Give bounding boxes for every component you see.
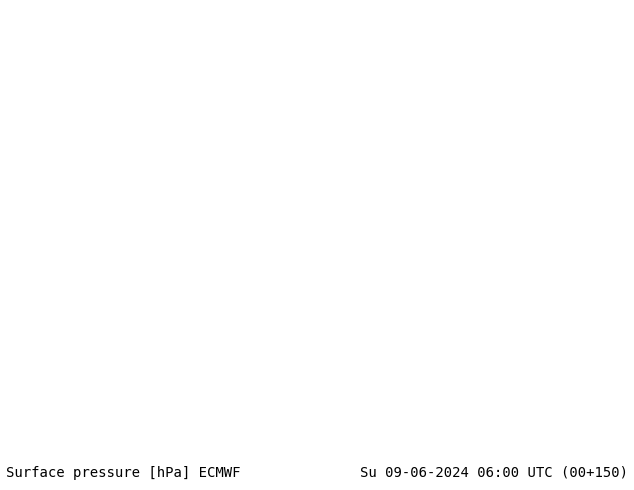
Text: Surface pressure [hPa] ECMWF: Surface pressure [hPa] ECMWF — [6, 466, 241, 480]
Text: Su 09-06-2024 06:00 UTC (00+150): Su 09-06-2024 06:00 UTC (00+150) — [359, 466, 628, 480]
